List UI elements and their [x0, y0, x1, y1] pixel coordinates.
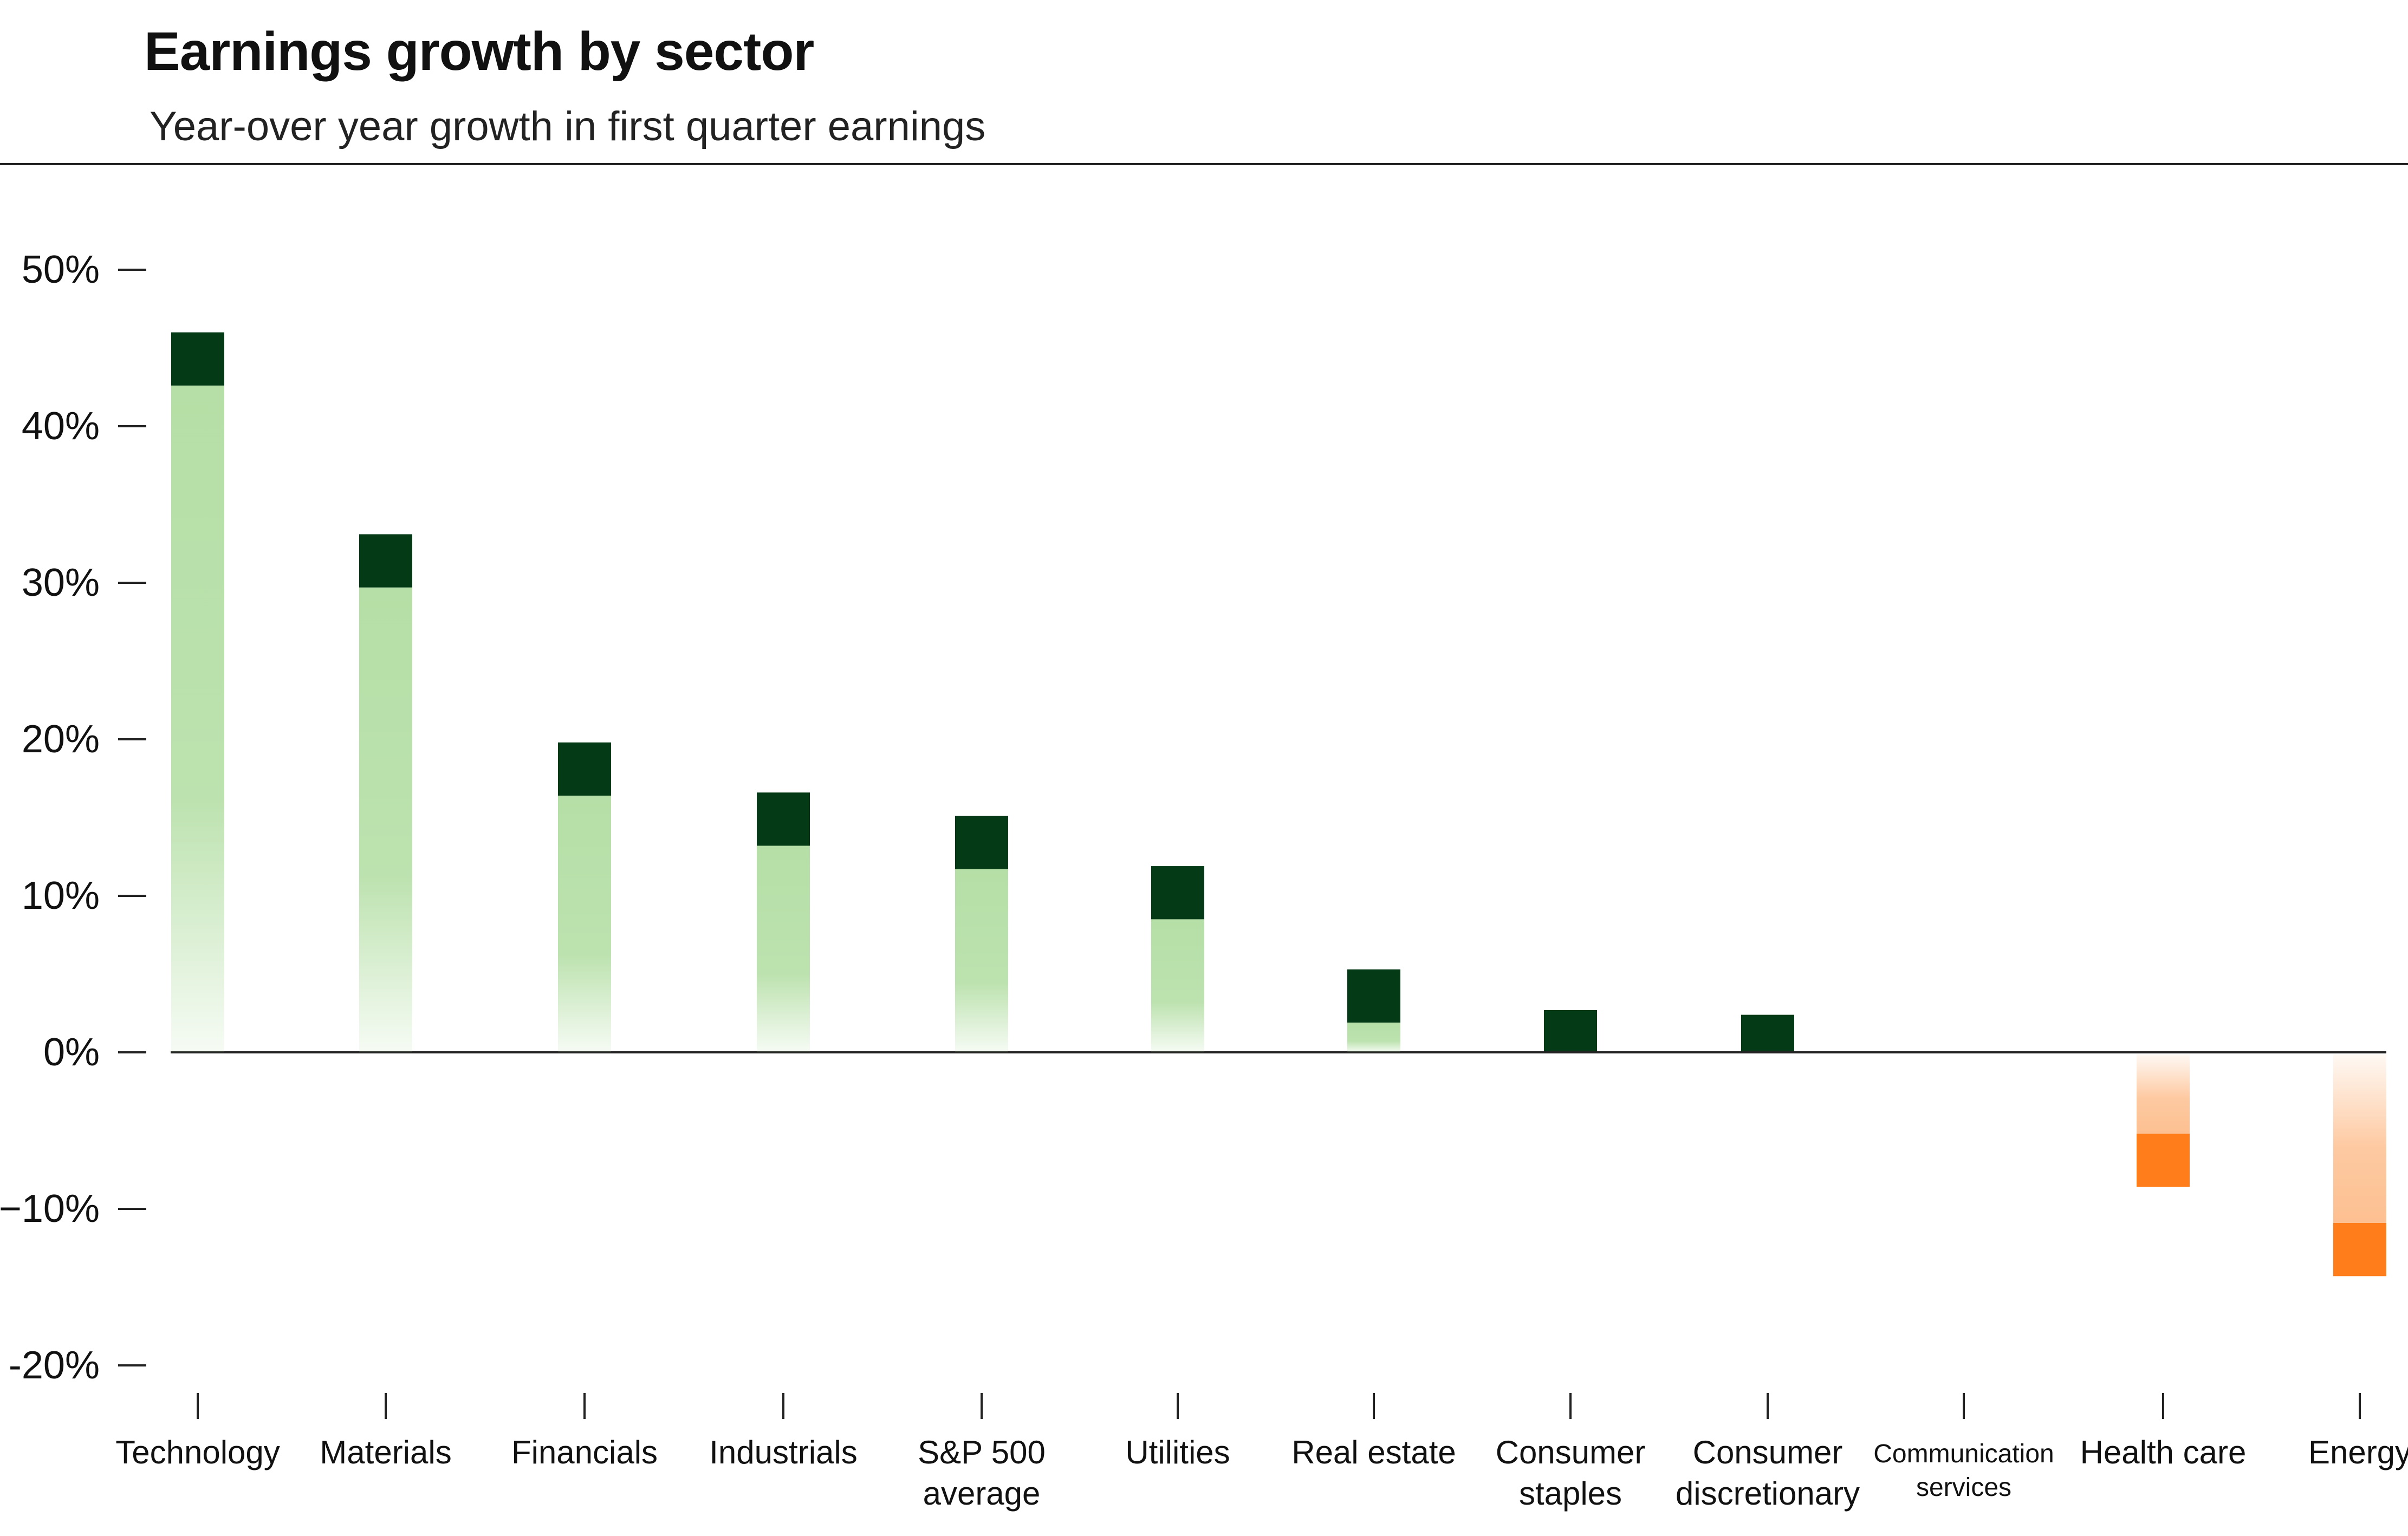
bars	[171, 332, 2386, 1277]
x-tick-label: S&P 500 average	[918, 1434, 1046, 1512]
y-tick-label: 0%	[43, 1031, 100, 1074]
y-axis: 50% 40% 30% 20% 10% 0% −10% -20%	[0, 248, 146, 1387]
x-tick-label: Communication services	[1873, 1440, 2054, 1502]
y-tick-label: 30%	[22, 561, 100, 604]
y-tick-label: 40%	[22, 405, 100, 448]
x-tick-label: Materials	[320, 1434, 451, 1470]
bar-cap	[1544, 1010, 1597, 1051]
x-tick-label: Energy	[2308, 1434, 2408, 1470]
y-tick-label: -20%	[9, 1344, 100, 1387]
x-tick-label: Health care	[2080, 1434, 2247, 1470]
bar-fill	[171, 385, 224, 1052]
bar-fill	[1347, 1023, 1400, 1052]
bar-fill	[558, 796, 611, 1052]
bar-fill	[2333, 1055, 2386, 1223]
bar-fill	[757, 845, 810, 1052]
bar-cap	[558, 742, 611, 796]
bar-fill	[2137, 1055, 2190, 1134]
bar-cap	[1151, 866, 1204, 920]
title-divider	[0, 163, 2408, 165]
bar-fill	[1151, 919, 1204, 1052]
y-tick-label: −10%	[0, 1187, 100, 1231]
bar-cap	[359, 534, 412, 588]
y-tick-label: 50%	[22, 248, 100, 291]
chart-title: Earnings growth by sector	[144, 21, 814, 82]
bar-cap	[1347, 969, 1400, 1023]
x-tick-label: Consumer discretionary	[1676, 1434, 1860, 1512]
x-tick-label: Financials	[511, 1434, 658, 1470]
x-tick-label: Industrials	[709, 1434, 857, 1470]
x-tick-label: Consumer staples	[1496, 1434, 1646, 1512]
bar-cap	[171, 332, 224, 386]
bar-cap	[2137, 1134, 2190, 1187]
bar-cap	[955, 816, 1008, 869]
x-tick-label: Utilities	[1125, 1434, 1230, 1470]
x-axis: Technology Materials Financials Industrials…	[115, 1393, 2408, 1512]
x-tick-label: Real estate	[1291, 1434, 1456, 1470]
y-tick-label: 20%	[22, 718, 100, 761]
x-tick-label: Technology	[115, 1434, 280, 1470]
bar-fill	[955, 869, 1008, 1052]
bar-cap	[757, 792, 810, 846]
bar-cap	[2333, 1223, 2386, 1277]
chart-subtitle: Year-over year growth in first quarter e…	[150, 103, 986, 149]
y-tick-label: 10%	[22, 874, 100, 917]
bar-cap	[1741, 1014, 1794, 1051]
bar-fill	[359, 587, 412, 1052]
